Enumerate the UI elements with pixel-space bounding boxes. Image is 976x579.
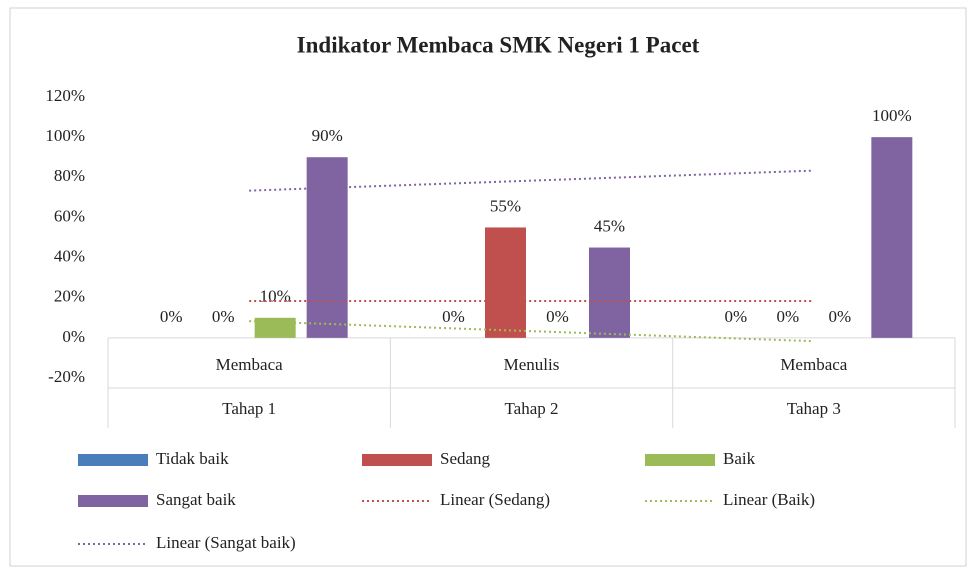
x-tick-label: Menulis xyxy=(504,355,560,374)
data-label: 55% xyxy=(490,196,521,215)
legend-label: Baik xyxy=(723,449,756,468)
x-group-label: Tahap 3 xyxy=(787,399,841,418)
legend-label: Linear (Baik) xyxy=(723,490,815,509)
data-label: 45% xyxy=(594,216,625,235)
x-tick-label: Membaca xyxy=(216,355,283,374)
y-tick-label: 80% xyxy=(54,166,85,185)
legend-label: Linear (Sedang) xyxy=(440,490,550,509)
bar xyxy=(485,227,526,338)
legend-swatch xyxy=(78,495,148,507)
data-label: 0% xyxy=(546,307,569,326)
data-label: 10% xyxy=(260,287,291,306)
legend-label: Tidak baik xyxy=(156,449,229,468)
chart-title: Indikator Membaca SMK Negeri 1 Pacet xyxy=(297,32,700,57)
x-tick-label: Membaca xyxy=(780,355,847,374)
y-tick-label: 120% xyxy=(45,86,85,105)
legend-swatch xyxy=(645,454,715,466)
data-label: 0% xyxy=(828,307,851,326)
x-group-label: Tahap 2 xyxy=(504,399,558,418)
bar xyxy=(306,157,348,338)
legend-swatch xyxy=(78,454,148,466)
data-label: 0% xyxy=(212,307,235,326)
y-tick-label: -20% xyxy=(48,367,85,386)
y-tick-label: 40% xyxy=(54,246,85,265)
data-label: 100% xyxy=(872,106,912,125)
legend-label: Sangat baik xyxy=(156,490,236,509)
trendline xyxy=(249,169,814,192)
legend-label: Linear (Sangat baik) xyxy=(156,533,296,552)
data-label: 0% xyxy=(442,307,465,326)
y-tick-label: 100% xyxy=(45,126,85,145)
y-tick-label: 0% xyxy=(62,327,85,346)
bar xyxy=(871,137,913,338)
bar xyxy=(589,247,630,338)
y-tick-label: 20% xyxy=(54,287,85,306)
data-label: 90% xyxy=(312,126,343,145)
y-tick-label: 60% xyxy=(54,206,85,225)
data-label: 0% xyxy=(776,307,799,326)
data-label: 0% xyxy=(160,307,183,326)
legend-label: Sedang xyxy=(440,449,491,468)
x-group-label: Tahap 1 xyxy=(222,399,276,418)
trendline xyxy=(249,320,814,343)
legend-swatch xyxy=(362,454,432,466)
data-label: 0% xyxy=(724,307,747,326)
